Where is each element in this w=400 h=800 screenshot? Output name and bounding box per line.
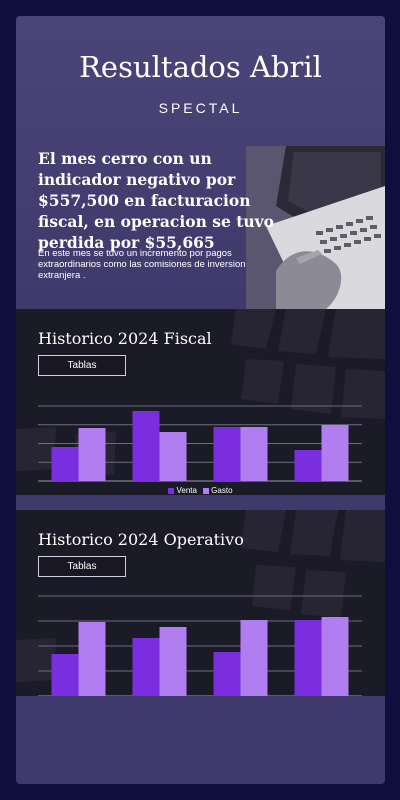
- summary-headline: El mes cerro con un indicador negativo p…: [38, 149, 275, 252]
- operativo-bar-gasto-2: [159, 627, 187, 696]
- operativo-bar-gasto-3: [240, 620, 268, 696]
- operativo-bar-venta-3: [213, 652, 241, 696]
- legend-gasto: Gasto: [203, 486, 233, 495]
- fiscal-section: Historico 2024 Fiscal Tablas Venta Gasto: [16, 309, 385, 495]
- fiscal-bar-venta-1: [51, 447, 79, 481]
- fiscal-bar-gasto-1: [78, 428, 106, 481]
- fiscal-bar-gasto-3: [240, 427, 268, 481]
- operativo-tables-button[interactable]: Tablas: [38, 556, 126, 577]
- fiscal-bar-venta-2: [132, 411, 160, 481]
- operativo-bar-chart: [38, 595, 362, 696]
- fiscal-chart-title: Historico 2024 Fiscal: [38, 329, 212, 348]
- fiscal-bar-venta-3: [213, 427, 241, 481]
- hero-section: Resultados Abril SPECTAL El mes cerro co…: [16, 16, 385, 309]
- legend-venta-swatch: [168, 487, 175, 494]
- operativo-bar-venta-1: [51, 654, 79, 696]
- page-title: Resultados Abril: [79, 50, 322, 84]
- fiscal-bar-venta-4: [294, 450, 322, 481]
- fiscal-bar-gasto-4: [321, 425, 349, 481]
- report-card: Resultados Abril SPECTAL El mes cerro co…: [16, 16, 385, 784]
- fiscal-legend: Venta Gasto: [16, 486, 385, 495]
- operativo-bar-venta-2: [132, 638, 160, 696]
- fiscal-bar-gasto-2: [159, 432, 187, 481]
- company-name: SPECTAL: [158, 100, 243, 116]
- fiscal-bar-chart: [38, 405, 362, 482]
- legend-venta: Venta: [168, 486, 197, 495]
- operativo-bar-gasto-4: [321, 617, 349, 696]
- legend-gasto-label: Gasto: [211, 486, 233, 495]
- operativo-bar-gasto-1: [78, 622, 106, 696]
- legend-gasto-swatch: [203, 487, 210, 494]
- operativo-chart-title: Historico 2024 Operativo: [38, 530, 244, 549]
- fiscal-tables-button[interactable]: Tablas: [38, 355, 126, 376]
- laptop-photo: [246, 146, 385, 309]
- legend-venta-label: Venta: [176, 486, 197, 495]
- summary-body: En este mes se tuvo un incremento por pa…: [38, 248, 246, 281]
- operativo-bar-venta-4: [294, 620, 322, 696]
- operativo-section: Historico 2024 Operativo Tablas: [16, 510, 385, 696]
